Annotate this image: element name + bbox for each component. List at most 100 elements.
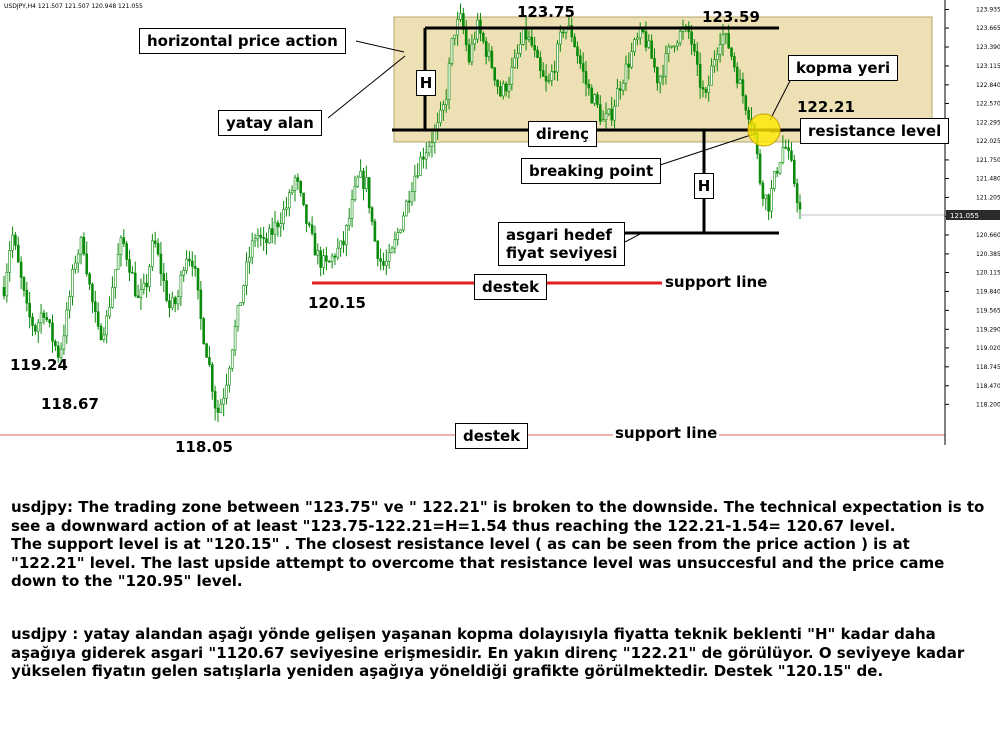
- candle-body: [775, 171, 779, 174]
- y-tick-label: 118.745: [976, 364, 1000, 371]
- candle-body: [727, 33, 730, 49]
- candle-body: [165, 280, 168, 301]
- candle-body: [345, 225, 348, 246]
- candle-body: [601, 119, 605, 122]
- y-tick-label: 122.025: [976, 138, 1000, 145]
- candle-body: [213, 391, 217, 409]
- candlesticks: [2, 3, 802, 422]
- candle-body: [276, 222, 280, 228]
- candle-body: [16, 244, 20, 263]
- candle-body: [424, 152, 428, 160]
- kopma-yeri-label: kopma yeri: [788, 55, 899, 81]
- candle-body: [559, 31, 562, 45]
- candle-body: [159, 253, 163, 274]
- candle-body: [356, 176, 360, 187]
- candle-body: [376, 240, 380, 259]
- candle-body: [242, 285, 245, 303]
- candle-body: [310, 224, 314, 234]
- candle-body: [333, 255, 337, 258]
- candle-body: [236, 305, 240, 327]
- candle-body: [670, 45, 673, 48]
- candle-body: [282, 209, 285, 224]
- candle-body: [296, 177, 300, 182]
- y-tick-label: 121.750: [976, 157, 1000, 164]
- candle-body: [521, 26, 525, 45]
- candle-body: [519, 43, 522, 54]
- candle-body: [196, 268, 200, 291]
- candle-body: [325, 255, 328, 262]
- candle-body: [185, 258, 188, 271]
- candle-body: [62, 335, 66, 350]
- candle-body: [313, 233, 317, 256]
- candle-body: [715, 53, 719, 61]
- candle-body: [553, 71, 556, 73]
- candle-body: [484, 41, 488, 57]
- candle-body: [733, 56, 736, 68]
- candle-body: [593, 94, 596, 104]
- candle-body: [85, 253, 89, 275]
- candle-body: [658, 76, 662, 84]
- candle-body: [647, 40, 651, 48]
- candle-body: [182, 270, 186, 276]
- yatay-alan-label: yatay alan: [218, 110, 322, 136]
- candle-body: [48, 319, 51, 324]
- candle-body: [74, 262, 77, 270]
- candle-body: [579, 55, 582, 64]
- candle-body: [379, 258, 382, 262]
- candle-body: [136, 295, 140, 298]
- candle-body: [71, 269, 74, 297]
- candle-body: [31, 316, 34, 326]
- candle-body: [51, 322, 54, 342]
- candle-body: [34, 325, 37, 332]
- candle-body: [533, 45, 536, 51]
- candle-body: [747, 109, 750, 120]
- candle-body: [59, 348, 63, 358]
- candle-body: [156, 243, 160, 255]
- candle-body: [419, 156, 422, 176]
- callout-line-yatay: [327, 55, 406, 119]
- candle-body: [447, 63, 451, 100]
- candle-body: [510, 67, 514, 85]
- candle-body: [784, 146, 788, 149]
- analysis-text-turkish: usdjpy : yatay alandan aşağı yönde geliş…: [11, 625, 965, 680]
- candle-body: [453, 34, 457, 39]
- candle-body: [556, 43, 559, 73]
- candle-body: [327, 260, 331, 263]
- candle-body: [208, 357, 211, 365]
- candle-body: [105, 315, 109, 336]
- candle-body: [382, 260, 385, 266]
- candle-body: [68, 296, 71, 311]
- candle-body: [402, 215, 405, 231]
- candle-body: [205, 343, 208, 358]
- candle-body: [710, 65, 713, 86]
- candle-body: [730, 47, 733, 57]
- candle-body: [427, 146, 431, 154]
- candle-body: [322, 255, 325, 268]
- candle-body: [673, 45, 676, 48]
- candle-body: [795, 183, 799, 203]
- candle-body: [176, 296, 180, 305]
- range-height-marker: H: [416, 70, 436, 96]
- candle-body: [690, 31, 693, 45]
- candle-body: [570, 25, 574, 38]
- candle-body: [627, 63, 631, 68]
- candle-body: [188, 258, 191, 262]
- candle-body: [56, 345, 60, 358]
- y-tick-label: 122.570: [976, 100, 1000, 107]
- candle-body: [610, 108, 613, 121]
- candle-body: [125, 243, 128, 260]
- candle-body: [116, 254, 120, 270]
- candle-body: [199, 289, 203, 319]
- candle-body: [79, 236, 83, 255]
- candle-body: [133, 272, 137, 297]
- candle-body: [370, 207, 374, 222]
- candle-body: [513, 57, 516, 68]
- candle-body: [173, 297, 177, 305]
- candle-body: [353, 186, 357, 200]
- candle-body: [393, 239, 397, 249]
- candle-body: [507, 84, 511, 92]
- candle-body: [433, 130, 437, 144]
- candle-body: [179, 274, 183, 298]
- candle-body: [581, 63, 585, 72]
- candle-body: [530, 36, 534, 46]
